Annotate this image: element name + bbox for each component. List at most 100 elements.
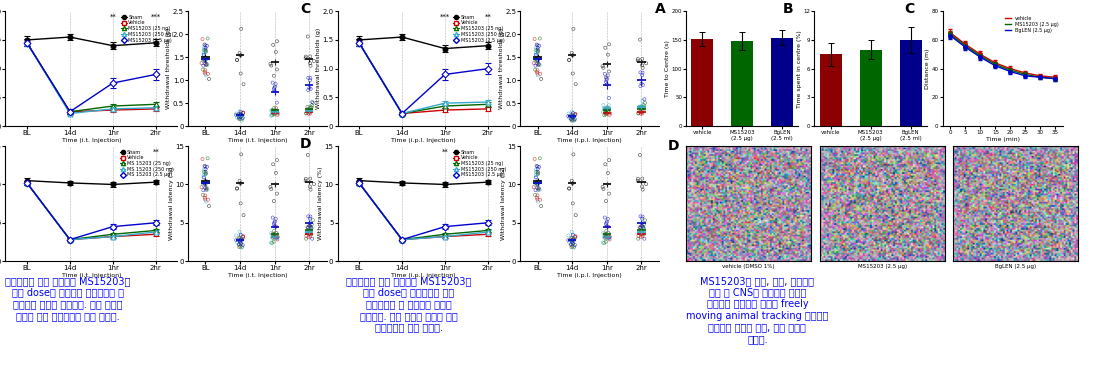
Point (197, 169, 214, 175)
Point (198, 62, 215, 68)
Point (596, 161, 614, 167)
Point (564, 232, 582, 238)
Point (597, 77, 615, 83)
Point (228, 57, 246, 63)
Point (527, 45, 545, 51)
Point (267, 224, 284, 230)
Point (529, 198, 547, 204)
Point (560, 186, 578, 192)
Point (232, 115, 249, 121)
Point (598, 76, 616, 82)
Point (565, 245, 583, 251)
Point (299, 231, 316, 236)
Point (600, 230, 617, 236)
Point (266, 109, 283, 115)
Point (601, 157, 618, 163)
Point (564, 240, 582, 246)
Point (600, 233, 617, 239)
X-axis label: Time (i.t. Injection): Time (i.t. Injection) (61, 273, 121, 278)
Point (261, 184, 279, 190)
Point (302, 75, 320, 81)
X-axis label: Time (i.t. Injection): Time (i.t. Injection) (227, 273, 288, 278)
Point (600, 230, 617, 236)
Point (634, 230, 651, 236)
Point (530, 185, 548, 191)
Point (600, 108, 617, 114)
Point (630, 224, 648, 230)
Point (267, 49, 284, 55)
Point (193, 184, 211, 190)
Point (300, 225, 317, 231)
Point (634, 62, 651, 68)
Point (233, 151, 250, 157)
Point (302, 214, 320, 220)
Text: **: ** (153, 149, 159, 155)
Point (268, 191, 285, 197)
Point (527, 172, 545, 178)
Point (301, 184, 318, 189)
Point (268, 230, 285, 236)
Point (199, 71, 216, 77)
Point (634, 223, 651, 229)
Point (596, 71, 614, 77)
Point (301, 85, 318, 91)
Point (197, 171, 214, 177)
Point (634, 109, 651, 115)
Y-axis label: Withdrawal latency (%): Withdrawal latency (%) (501, 167, 506, 240)
Point (195, 50, 213, 56)
Point (267, 108, 284, 114)
Point (560, 57, 578, 63)
Point (195, 47, 213, 53)
Point (301, 110, 318, 116)
Point (598, 104, 616, 110)
Point (231, 115, 248, 121)
Point (266, 219, 283, 225)
Point (197, 49, 214, 55)
Point (304, 217, 322, 223)
Point (596, 45, 614, 51)
Point (197, 43, 214, 48)
Point (562, 244, 580, 250)
Point (564, 116, 582, 122)
Point (232, 112, 249, 117)
Point (269, 234, 287, 240)
Point (265, 108, 282, 114)
Point (595, 102, 613, 108)
Point (529, 170, 547, 176)
Point (194, 175, 212, 181)
Point (529, 47, 547, 53)
Point (197, 170, 214, 176)
Point (595, 105, 613, 111)
Point (195, 163, 213, 169)
Point (595, 65, 613, 71)
Point (195, 45, 213, 51)
Point (262, 63, 280, 69)
Point (266, 228, 283, 234)
Point (527, 180, 545, 186)
Point (300, 213, 317, 219)
Point (634, 110, 651, 116)
Point (598, 81, 616, 87)
Point (565, 118, 583, 124)
Bar (860, 50, 882, 126)
Point (231, 108, 248, 114)
Point (563, 113, 581, 119)
Point (567, 234, 584, 240)
Point (530, 164, 548, 170)
X-axis label: Time (i.p.l. Injection): Time (i.p.l. Injection) (557, 138, 621, 143)
Point (630, 229, 648, 235)
Point (300, 106, 317, 112)
X-axis label: Time (i.t. Injection): Time (i.t. Injection) (61, 138, 121, 143)
Point (634, 176, 651, 182)
Point (560, 237, 578, 243)
Point (193, 36, 211, 42)
Point (634, 82, 651, 88)
Point (198, 55, 215, 61)
Point (268, 110, 285, 116)
Point (563, 50, 581, 56)
Point (197, 192, 214, 198)
Point (601, 191, 618, 197)
Point (528, 197, 546, 203)
Point (302, 226, 320, 232)
Point (265, 112, 282, 117)
